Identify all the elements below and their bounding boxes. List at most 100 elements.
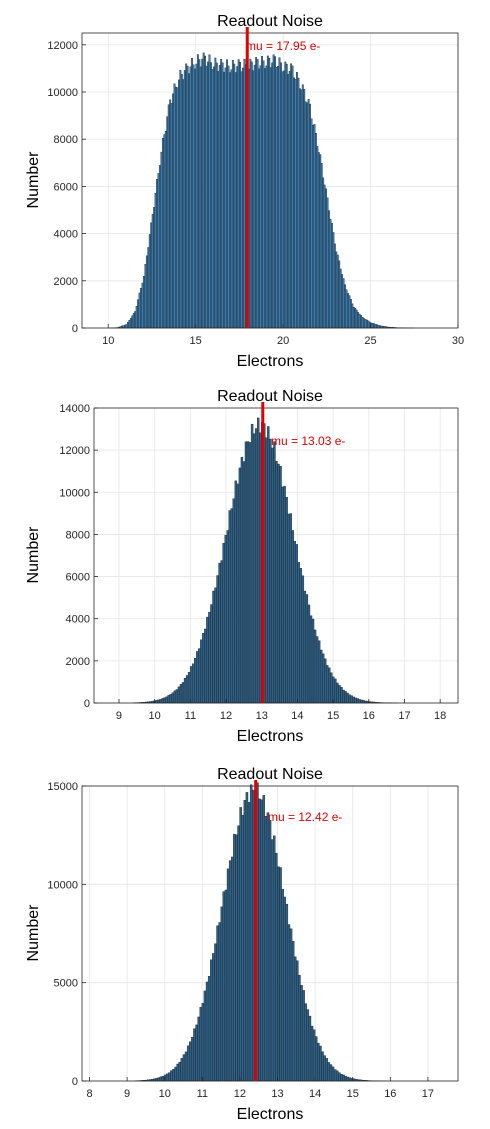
histogram-bar bbox=[258, 798, 261, 1082]
histogram-bar bbox=[281, 486, 284, 704]
histogram-bar bbox=[167, 695, 170, 704]
histogram-bar bbox=[157, 1077, 161, 1082]
histogram-bar bbox=[376, 324, 379, 329]
histogram-bar bbox=[275, 461, 278, 704]
histogram-bar bbox=[154, 193, 157, 329]
histogram-bar bbox=[312, 1029, 316, 1082]
histogram-bar bbox=[338, 260, 341, 329]
histogram-bar bbox=[258, 68, 260, 329]
histogram-bar bbox=[279, 466, 282, 704]
histogram-bar bbox=[231, 856, 234, 1082]
histogram-bar bbox=[267, 426, 270, 704]
y-tick-label: 8000 bbox=[66, 529, 90, 541]
histogram-bar bbox=[129, 318, 132, 329]
histogram-bar bbox=[348, 1077, 352, 1082]
histogram-bar bbox=[243, 800, 247, 1082]
x-tick-label: 10 bbox=[159, 1088, 171, 1100]
x-tick-label: 12 bbox=[220, 710, 232, 722]
histogram-bar bbox=[301, 575, 305, 704]
histogram-bar bbox=[282, 70, 285, 329]
histogram-bar bbox=[283, 896, 286, 1082]
x-tick-label: 12 bbox=[234, 1088, 246, 1100]
histogram-bar bbox=[371, 323, 374, 329]
histogram-bar bbox=[212, 590, 215, 704]
histogram-bar bbox=[285, 903, 289, 1082]
histogram-bar bbox=[185, 675, 189, 704]
y-tick-label: 10000 bbox=[47, 879, 78, 891]
histogram-bar bbox=[309, 103, 311, 329]
histogram-bar bbox=[307, 99, 310, 329]
histogram-bar bbox=[303, 590, 307, 704]
y-tick-label: 6000 bbox=[66, 572, 90, 584]
histogram-bar bbox=[312, 125, 314, 329]
histogram-bar bbox=[241, 815, 244, 1082]
histogram-bar bbox=[306, 1009, 310, 1082]
histogram-bar bbox=[275, 67, 278, 329]
histogram-bar bbox=[338, 685, 341, 704]
histogram-bar bbox=[277, 463, 280, 704]
histogram-bar bbox=[183, 70, 186, 329]
histogram-panel-2: 9 10 11 12 13 14 15 16 17 18 0 2000 4000 6000 8000 1000… bbox=[0, 375, 490, 750]
histogram-bar bbox=[210, 62, 212, 329]
histogram-bar bbox=[301, 84, 304, 329]
histogram-bar bbox=[262, 795, 265, 1082]
histogram-bar bbox=[366, 319, 368, 329]
histogram-bar bbox=[131, 315, 134, 329]
histogram-bar bbox=[298, 974, 301, 1082]
histogram-bar bbox=[377, 324, 380, 329]
histogram-bar bbox=[203, 990, 207, 1082]
histogram-bar bbox=[224, 67, 227, 329]
histogram-bar bbox=[204, 55, 207, 329]
histogram-bar bbox=[250, 423, 254, 704]
histogram-bar bbox=[178, 1062, 182, 1082]
histogram-chart-3: 8 9 10 11 12 13 14 15 16 17 0 5000 10000 15000 Readou… bbox=[25, 766, 459, 1123]
histogram-bar bbox=[220, 906, 223, 1082]
x-tick-label: 18 bbox=[434, 710, 446, 722]
histogram-bar bbox=[297, 562, 301, 704]
histogram-bar bbox=[346, 692, 349, 704]
histogram-bar bbox=[175, 689, 179, 704]
histogram-bar bbox=[240, 71, 243, 329]
histogram-bar bbox=[300, 985, 303, 1082]
histogram-bar bbox=[322, 177, 325, 329]
histogram-bar bbox=[176, 1063, 179, 1082]
histogram-bar bbox=[192, 64, 195, 329]
histogram-bar bbox=[305, 594, 309, 704]
histogram-bar bbox=[191, 663, 195, 704]
histogram-bar bbox=[360, 315, 362, 329]
histogram-bar bbox=[256, 417, 260, 704]
histogram-bar bbox=[330, 672, 333, 704]
histogram-bar bbox=[334, 678, 337, 704]
histogram-bar bbox=[214, 587, 217, 704]
histogram-bar bbox=[321, 1051, 324, 1082]
histogram-bar bbox=[270, 839, 274, 1082]
histogram-bar bbox=[226, 59, 228, 329]
histogram-panel-3: 8 9 10 11 12 13 14 15 16 17 0 5000 10000 15000 Readou… bbox=[0, 750, 490, 1129]
histogram-bar bbox=[319, 649, 323, 704]
x-tick-label: 9 bbox=[124, 1088, 130, 1100]
histogram-bar bbox=[289, 928, 293, 1082]
y-tick-label: 12000 bbox=[59, 445, 90, 457]
x-axis-label: Electrons bbox=[237, 1106, 304, 1123]
histogram-bar bbox=[363, 318, 365, 329]
histogram-bar bbox=[218, 64, 221, 329]
histogram-bar bbox=[173, 83, 176, 329]
histogram-bar bbox=[328, 210, 330, 329]
histogram-bar bbox=[242, 67, 244, 329]
histogram-bar bbox=[275, 852, 278, 1082]
histogram-bar bbox=[164, 131, 167, 329]
histogram-bar bbox=[271, 62, 274, 329]
histogram-bar bbox=[329, 218, 332, 329]
histogram-bar bbox=[269, 67, 272, 329]
histogram-bar bbox=[288, 71, 291, 329]
histogram-bar bbox=[134, 311, 137, 329]
y-tick-label: 12000 bbox=[47, 40, 78, 52]
histogram-bar bbox=[272, 54, 275, 329]
histogram-bar bbox=[255, 57, 258, 329]
histogram-bar bbox=[157, 699, 160, 704]
histogram-bar bbox=[360, 699, 363, 704]
histogram-bar bbox=[348, 694, 351, 704]
histogram-bar bbox=[283, 485, 286, 704]
histogram-bar bbox=[364, 319, 367, 329]
histogram-bar bbox=[277, 66, 279, 329]
